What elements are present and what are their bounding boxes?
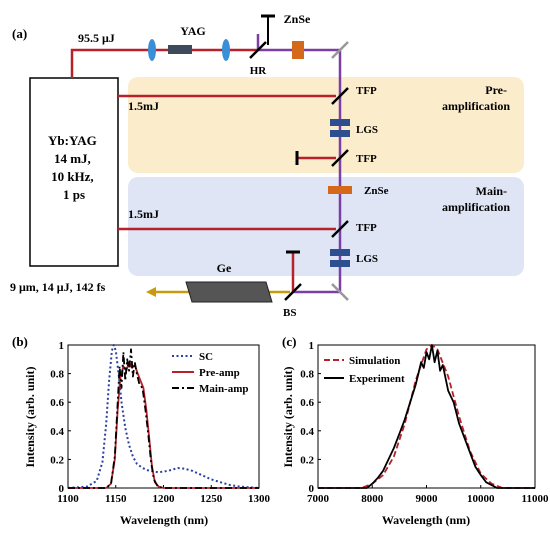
ge-window <box>185 281 273 303</box>
beam-splitter <box>284 283 302 301</box>
legend-label-c-1: Experiment <box>349 373 405 385</box>
y-tick-label-c-1: 0.2 <box>300 454 314 466</box>
legend-b: Main-amp Pre-amp SC <box>172 351 249 395</box>
chart-panel-c: (c) Wavelength (nm) Intensity (arb. unit… <box>281 334 549 527</box>
y-tick-label-c-0: 0 <box>309 483 315 495</box>
lgs-crystal-1 <box>330 119 350 137</box>
y-tick-label-c-5: 1 <box>309 340 315 352</box>
tfp-3 <box>331 220 349 238</box>
x-tick-label-b-0: 1100 <box>57 493 79 505</box>
y-tick-label-b-5: 1 <box>59 340 65 352</box>
tfp-3-label: TFP <box>356 222 377 234</box>
laser-label: Yb:YAG 14 mJ, 10 kHz, 1 ps <box>48 133 100 202</box>
y-tick-label-b-3: 0.6 <box>50 397 64 409</box>
series-line-b-0 <box>67 344 260 489</box>
legend-label-b-0: SC <box>199 351 213 363</box>
znse-top-label: ZnSe <box>284 12 311 26</box>
pre-amplification-stage <box>128 77 524 173</box>
seed-beam <box>70 48 258 78</box>
panel-a-label: (a) <box>12 26 27 41</box>
series-line-b-1 <box>68 361 259 489</box>
y-axis-label-b: Intensity (arb. unit) <box>23 366 37 467</box>
panel-a: (a) Yb:YAG 14 mJ, 10 kHz, 1 ps <box>10 12 524 319</box>
znse-mid-label: ZnSe <box>364 185 389 197</box>
znse-window-mid <box>328 186 352 194</box>
y-axis-label-c: Intensity (arb. unit) <box>281 366 295 467</box>
y-tick-label-c-3: 0.6 <box>300 397 314 409</box>
x-tick-label-b-2: 1200 <box>153 493 176 505</box>
x-tick-label-c-1: 8000 <box>361 493 384 505</box>
output-arrow <box>146 287 156 297</box>
yag-label: YAG <box>180 24 206 38</box>
tfp-2-label: TFP <box>356 153 377 165</box>
hr-mirror <box>249 41 267 59</box>
mirror-top-right <box>331 41 349 59</box>
pump-energy-pre-label: 1.5mJ <box>128 99 159 113</box>
main-amplification-label: Main- amplification <box>442 184 510 214</box>
legend-label-c-0: Simulation <box>349 355 400 367</box>
yag-crystal <box>168 45 192 54</box>
lgs-1-label: LGS <box>356 124 378 136</box>
x-tick-label-c-4: 11000 <box>522 493 549 505</box>
main-amplification-stage <box>128 177 524 276</box>
series-line-c-1 <box>318 344 535 489</box>
x-tick-label-c-0: 7000 <box>307 493 330 505</box>
mirror-bottom-right <box>331 283 349 301</box>
pump-energy-main-label: 1.5mJ <box>128 207 159 221</box>
lgs-crystal-2 <box>330 249 350 267</box>
hr-label: HR <box>250 65 268 77</box>
x-tick-label-b-4: 1300 <box>248 493 271 505</box>
y-tick-label-c-2: 0.4 <box>300 426 314 438</box>
y-tick-label-c-4: 0.8 <box>300 369 314 381</box>
yb-yag-laser <box>29 77 119 267</box>
x-tick-label-b-1: 1150 <box>105 493 127 505</box>
chart-panel-b: (b) Wavelength (nm) Intensity (arb. unit… <box>12 334 271 527</box>
tfp-1 <box>331 87 349 105</box>
legend-label-b-2: Main-amp <box>199 383 249 395</box>
y-tick-label-b-2: 0.4 <box>50 426 64 438</box>
x-tick-label-b-3: 1250 <box>200 493 223 505</box>
output-spec-label: 9 μm, 14 μJ, 142 fs <box>10 280 106 294</box>
tfp-1-label: TFP <box>356 85 377 97</box>
znse-window-top <box>292 41 304 59</box>
x-tick-label-c-2: 9000 <box>416 493 439 505</box>
tfp-2 <box>331 149 349 167</box>
x-axis-label-c: Wavelength (nm) <box>382 513 470 527</box>
y-tick-label-b-4: 0.8 <box>50 369 64 381</box>
legend-c: Experiment Simulation <box>324 355 405 385</box>
x-axis-label-b: Wavelength (nm) <box>120 513 208 527</box>
panel-c-label: (c) <box>282 334 296 349</box>
lens-1 <box>148 39 156 61</box>
legend-label-b-1: Pre-amp <box>199 367 240 379</box>
lgs-2-label: LGS <box>356 253 378 265</box>
series-line-b-2 <box>68 348 259 489</box>
bs-label: BS <box>283 307 296 319</box>
ge-label: Ge <box>217 261 232 275</box>
lens-2 <box>222 39 230 61</box>
panel-b-label: (b) <box>12 334 28 349</box>
seed-energy-label: 95.5 μJ <box>78 31 115 45</box>
x-tick-label-c-3: 10000 <box>467 493 495 505</box>
y-tick-label-b-1: 0.2 <box>50 454 64 466</box>
pre-amplification-label: Pre- amplification <box>442 83 510 113</box>
y-tick-label-b-0: 0 <box>59 483 65 495</box>
